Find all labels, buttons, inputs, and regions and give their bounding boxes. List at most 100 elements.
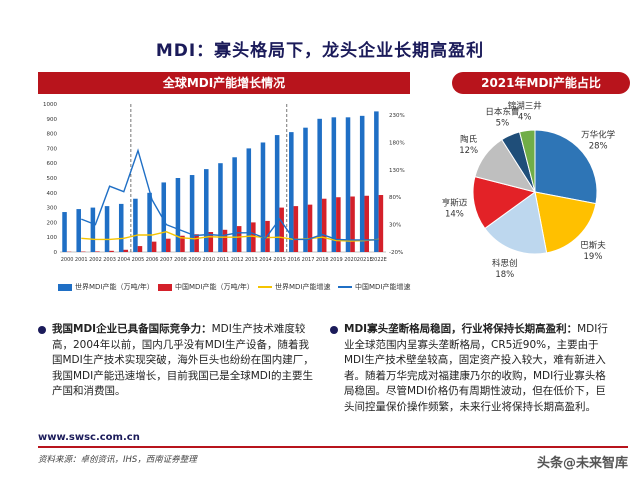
pie-chart-title: 2021年MDI产能占比 — [452, 72, 630, 94]
bar-china-capacity — [180, 235, 185, 252]
bar-world-capacity — [175, 178, 181, 252]
bar-world-capacity — [147, 192, 152, 252]
site-url: www.swsc.com.cn — [38, 432, 140, 443]
text-left: 我国MDI企业已具备国际竞争力：MDI生产技术难度较高，2004年以前，国内几乎… — [38, 322, 316, 400]
x-tick-label: 2015 — [273, 257, 286, 263]
y-left-tick-label: 200 — [47, 220, 58, 226]
x-tick-label: 2002 — [89, 257, 102, 263]
bar-chart-panel: 0 100 200 300 400 500 600 700 800 900 1000 -20% 30% 8… — [38, 94, 410, 302]
x-tick-label: 2013 — [245, 257, 258, 263]
y-right-tick-label: 130% — [389, 168, 405, 174]
x-tick-label: 2017 — [302, 257, 315, 263]
legend-china-capacity: 中国MDI产能（万吨/年） — [158, 282, 254, 292]
bar-china-capacity — [307, 204, 313, 252]
bar-china-capacity — [364, 195, 369, 252]
x-tick-label: 2008 — [174, 257, 187, 263]
x-tick-label: 2005 — [132, 257, 145, 263]
pie-slice-percent: 4% — [518, 113, 532, 123]
x-tick-label: 2019 — [330, 257, 343, 263]
y-left-tick-label: 500 — [47, 176, 58, 182]
bar-world-capacity — [260, 142, 266, 252]
pie-slice-label: 亨斯迈 — [442, 197, 468, 208]
bar-world-capacity — [62, 212, 67, 252]
x-tick-label: 2007 — [160, 257, 173, 263]
y-right-tick-label: 30% — [389, 223, 401, 229]
pie-slice-percent: 19% — [584, 252, 603, 262]
bar-world-capacity — [204, 169, 209, 252]
bullet-icon — [38, 326, 46, 334]
bar-chart: 0 100 200 300 400 500 600 700 800 900 1000 -20% 30% 8… — [43, 102, 405, 263]
bar-world-capacity — [317, 118, 322, 252]
y-left-tick-label: 700 — [47, 146, 58, 152]
bar-china-capacity — [194, 234, 199, 252]
bar-china-capacity — [321, 198, 327, 252]
y-left-tick-label: 0 — [54, 250, 58, 256]
bar-world-capacity — [345, 117, 351, 252]
bar-china-capacity — [293, 206, 299, 252]
footer-divider — [38, 446, 628, 448]
watermark: 头条@未来智库 — [536, 456, 628, 471]
bar-china-capacity — [336, 197, 341, 252]
x-tick-label: 2003 — [103, 257, 116, 263]
legend-world-growth: 世界MDI产能增速 — [258, 282, 331, 292]
pie-slice-percent: 5% — [496, 119, 510, 129]
x-tick-label: 2009 — [188, 257, 201, 263]
pie-slice-label: 日本东曹 — [485, 107, 519, 118]
pie-slice-percent: 12% — [459, 146, 478, 156]
text-right-body: MDI行业全球范围内呈寡头垄断格局，CR5近90%，主要由于MDI生产技术壁垒较… — [344, 323, 608, 413]
pie-slice — [472, 175, 537, 230]
x-tick-label: 2004 — [117, 257, 130, 263]
bar-world-capacity — [274, 135, 280, 252]
y-left-tick-label: 100 — [47, 235, 58, 241]
x-tick-label: 2006 — [146, 257, 159, 263]
bar-chart-legend: 世界MDI产能（万吨/年） 中国MDI产能（万吨/年） 世界MDI产能增速 中国… — [58, 282, 411, 294]
bar-china-capacity — [137, 246, 143, 252]
bar-world-capacity — [246, 148, 252, 252]
pie-slice — [534, 191, 597, 254]
bar-china-capacity — [279, 207, 284, 252]
text-right-lead: MDI寡头垄断格局稳固，行业将保持长期高盈利： — [344, 323, 578, 335]
pie-slice — [518, 129, 536, 193]
y-left-tick-label: 300 — [47, 206, 58, 212]
x-tick-label: 2010 — [202, 257, 215, 263]
x-tick-label: 2020 — [344, 257, 357, 263]
x-tick-label: 2018 — [316, 257, 329, 263]
pie-slice — [484, 191, 548, 255]
bar-china-capacity — [123, 249, 129, 252]
bar-china-capacity — [208, 232, 214, 252]
y-right-tick-label: 230% — [389, 113, 405, 119]
bar-world-capacity — [118, 203, 124, 252]
x-tick-label: 2001 — [75, 257, 88, 263]
source-note: 资料来源：卓创资讯，IHS，西南证券整理 — [38, 455, 197, 465]
pie-slice — [534, 129, 598, 205]
bar-world-capacity — [189, 175, 195, 252]
pie-slice-label: 巴斯夫 — [580, 240, 606, 251]
line-china-growth — [81, 148, 379, 241]
bar-china-capacity — [109, 250, 114, 252]
x-tick-label: 2014 — [259, 257, 272, 263]
legend-china-growth: 中国MDI产能增速 — [338, 282, 411, 292]
y-right-tick-label: -20% — [389, 250, 403, 256]
bar-world-capacity — [161, 182, 167, 252]
pie-slice-label: 万华化学 — [581, 130, 616, 141]
bar-china-capacity — [251, 222, 256, 252]
x-tick-label: 2000 — [61, 257, 74, 263]
x-tick-label: 2016 — [288, 257, 301, 263]
y-right-tick-label: 80% — [389, 195, 401, 201]
bar-china-capacity — [95, 251, 100, 252]
text-left-body: MDI生产技术难度较高，2004年以前，国内几乎没有MDI生产设备，随着我国MD… — [52, 323, 314, 397]
y-left-tick-label: 900 — [47, 117, 58, 123]
bar-world-capacity — [218, 163, 223, 252]
y-left-tick-label: 1000 — [43, 102, 57, 108]
text-left-lead: 我国MDI企业已具备国际竞争力： — [52, 323, 212, 335]
x-tick-label: 2021E — [357, 257, 373, 263]
bar-china-capacity — [166, 238, 171, 252]
bar-world-capacity — [374, 111, 379, 253]
bar-world-capacity — [90, 207, 96, 252]
y-left-tick-label: 400 — [47, 191, 58, 197]
x-tick-label: 2011 — [217, 257, 230, 263]
pie-slice-percent: 14% — [445, 209, 464, 219]
bar-world-capacity — [104, 206, 110, 252]
bar-world-capacity — [303, 127, 308, 252]
